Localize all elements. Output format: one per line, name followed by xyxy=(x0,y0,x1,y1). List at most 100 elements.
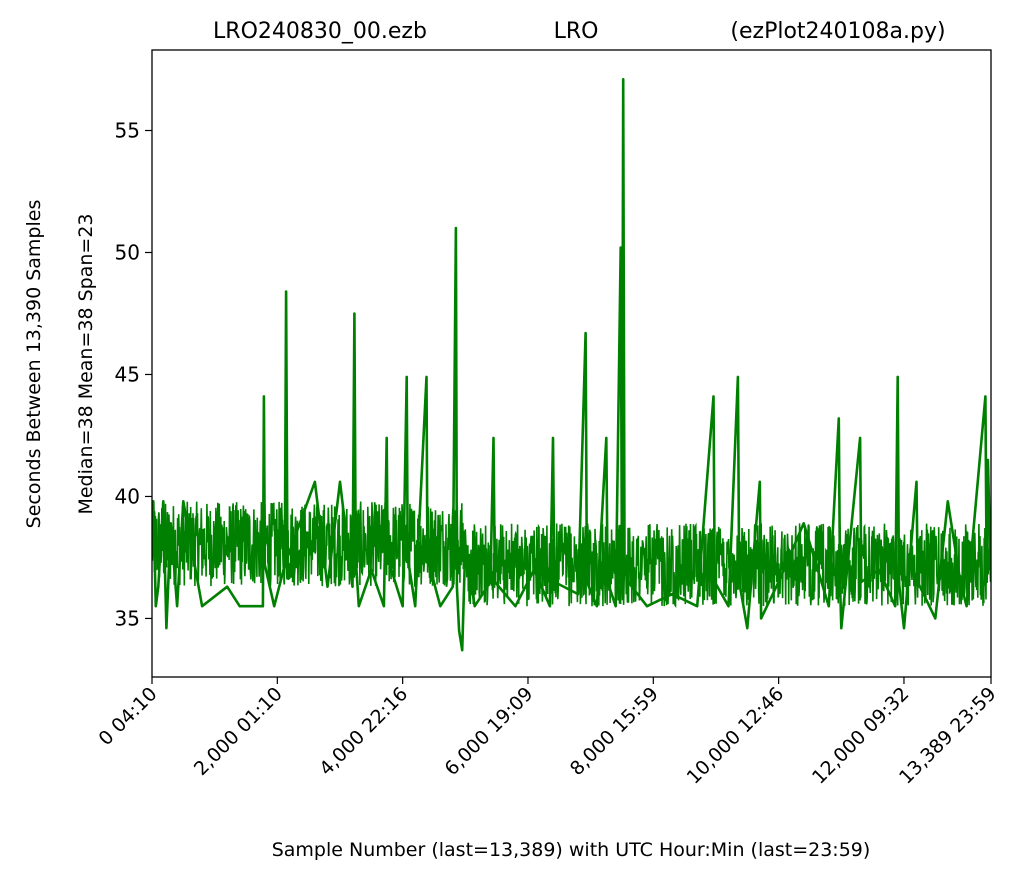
y-axis-label-inner: Median=38 Mean=38 Span=23 xyxy=(75,213,97,514)
data-point xyxy=(614,605,617,608)
data-point xyxy=(182,500,185,503)
series-line xyxy=(152,78,991,652)
data-point xyxy=(552,437,554,439)
data-point xyxy=(965,605,968,608)
data-point xyxy=(201,605,203,608)
data-point xyxy=(357,605,360,608)
y-tick-label: 40 xyxy=(115,484,140,508)
data-point xyxy=(840,627,843,630)
data-point xyxy=(896,376,899,378)
data-point xyxy=(802,522,805,525)
data-point xyxy=(492,437,495,439)
data-point xyxy=(586,581,588,583)
data-point xyxy=(934,617,937,620)
data-point xyxy=(461,649,463,651)
data-point xyxy=(286,556,289,559)
data-point xyxy=(351,585,354,588)
data-point xyxy=(238,605,241,608)
data-point xyxy=(759,481,761,483)
data-point xyxy=(426,556,429,559)
data-point xyxy=(947,500,949,503)
data-point xyxy=(455,227,457,229)
title-right: (ezPlot240108a.py) xyxy=(730,19,945,44)
data-point xyxy=(456,585,458,588)
series-layer xyxy=(152,78,991,652)
data-point xyxy=(746,627,749,630)
y-tick-label: 35 xyxy=(115,606,140,630)
data-point xyxy=(405,376,408,378)
data-point xyxy=(157,585,160,588)
data-point xyxy=(894,605,896,608)
data-point xyxy=(903,627,905,630)
data-point xyxy=(152,500,155,503)
data-point xyxy=(760,617,762,620)
title-center: LRO xyxy=(554,19,599,44)
data-point xyxy=(646,605,648,608)
data-point xyxy=(385,437,388,439)
x-axis-label: Sample Number (last=13,389) with UTC Hou… xyxy=(272,839,871,861)
data-point xyxy=(596,605,598,608)
data-point xyxy=(401,605,404,608)
data-point xyxy=(354,556,357,559)
data-point xyxy=(623,556,626,559)
data-point xyxy=(226,585,228,588)
data-point xyxy=(605,437,608,439)
y-tick-label: 55 xyxy=(115,119,140,143)
data-point xyxy=(727,605,730,608)
data-point xyxy=(549,605,551,608)
data-point xyxy=(533,568,536,571)
title-left: LRO240830_00.ezb xyxy=(213,19,427,44)
data-point xyxy=(959,581,962,583)
data-point xyxy=(169,522,172,525)
data-point xyxy=(370,568,373,571)
data-point xyxy=(458,629,460,632)
data-point xyxy=(577,593,579,595)
data-point xyxy=(860,581,863,583)
data-point xyxy=(777,581,780,583)
series-baseline-band xyxy=(152,501,466,587)
plot-frame xyxy=(151,49,992,678)
data-point xyxy=(154,605,157,608)
data-point xyxy=(916,581,919,583)
data-point xyxy=(984,395,987,398)
y-tick-label: 45 xyxy=(115,362,140,386)
data-point xyxy=(621,581,623,583)
data-point xyxy=(425,376,428,378)
data-point xyxy=(165,627,168,630)
data-point xyxy=(473,605,476,608)
data-point xyxy=(712,395,715,398)
data-point xyxy=(284,563,286,566)
data-point xyxy=(837,417,840,420)
data-point xyxy=(915,481,918,483)
data-point xyxy=(619,246,622,249)
data-point xyxy=(285,290,287,293)
data-point xyxy=(987,459,989,461)
data-point xyxy=(162,500,165,503)
data-point xyxy=(827,605,830,608)
data-point xyxy=(273,605,275,608)
data-point xyxy=(489,581,492,583)
data-point xyxy=(738,581,740,583)
data-point xyxy=(985,581,988,583)
y-axis: 35 40 45 50 55 xyxy=(115,119,152,630)
data-point xyxy=(263,395,265,398)
data-point xyxy=(671,593,673,595)
data-point xyxy=(606,581,609,583)
y-tick-label: 50 xyxy=(115,240,140,264)
data-point xyxy=(414,605,416,608)
data-point xyxy=(353,312,356,315)
data-point xyxy=(263,563,266,566)
data-point xyxy=(406,556,409,559)
data-point xyxy=(262,605,264,608)
series-baseline-band xyxy=(464,522,991,609)
plot-area xyxy=(152,78,991,652)
data-point xyxy=(339,481,341,483)
data-point xyxy=(383,605,385,608)
data-point xyxy=(878,568,880,571)
data-point xyxy=(859,437,861,439)
data-point xyxy=(464,544,467,547)
data-point xyxy=(584,332,587,334)
data-point xyxy=(737,376,739,378)
